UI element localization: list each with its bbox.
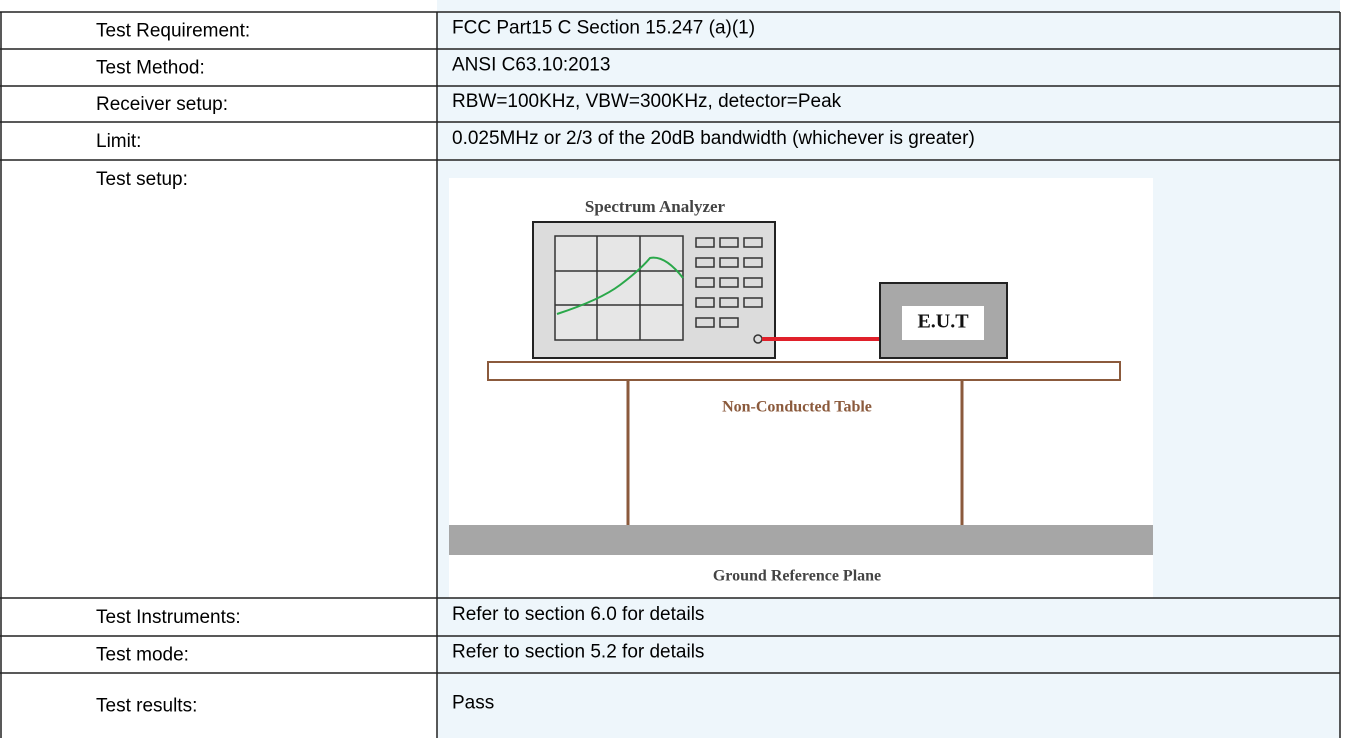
row-label: Test Requirement: bbox=[96, 21, 250, 42]
row-label: Test setup: bbox=[96, 169, 188, 190]
table-borders bbox=[0, 11, 1341, 738]
row-value: Pass bbox=[452, 693, 494, 714]
table-label: Non-Conducted Table bbox=[722, 399, 872, 416]
buttons bbox=[695, 237, 763, 344]
analyzer-label: Spectrum Analyzer bbox=[585, 197, 726, 216]
table-top bbox=[487, 361, 1121, 381]
row-label: Receiver setup: bbox=[96, 94, 228, 115]
row-label: Test mode: bbox=[96, 645, 189, 666]
row-value: FCC Part15 C Section 15.247 (a)(1) bbox=[452, 18, 755, 39]
ground-plane bbox=[449, 525, 1153, 555]
eut-label-bg bbox=[902, 306, 984, 340]
analyzer-screen bbox=[554, 235, 684, 341]
row-value: Refer to section 6.0 for details bbox=[452, 604, 704, 625]
row-label: Test Instruments: bbox=[96, 607, 241, 628]
row-value: ANSI C63.10:2013 bbox=[452, 55, 610, 76]
row-label: Test Method: bbox=[96, 58, 205, 79]
setup-diagram: Spectrum Analyzer E.U.T Non-Conducted Ta… bbox=[449, 178, 1153, 598]
row-value: Refer to section 5.2 for details bbox=[452, 642, 704, 663]
row-label: Limit: bbox=[96, 131, 141, 152]
row-label: Test results: bbox=[96, 696, 197, 717]
table: Test Requirement: FCC Part15 C Section 15… bbox=[96, 18, 975, 717]
eut-label: E.U.T bbox=[917, 311, 969, 333]
screen-grid bbox=[555, 236, 683, 340]
ground-label: Ground Reference Plane bbox=[713, 568, 881, 585]
row-value: 0.025MHz or 2/3 of the 20dB bandwidth (w… bbox=[452, 128, 975, 149]
trace bbox=[556, 256, 684, 315]
row-value: RBW=100KHz, VBW=300KHz, detector=Peak bbox=[452, 91, 842, 112]
